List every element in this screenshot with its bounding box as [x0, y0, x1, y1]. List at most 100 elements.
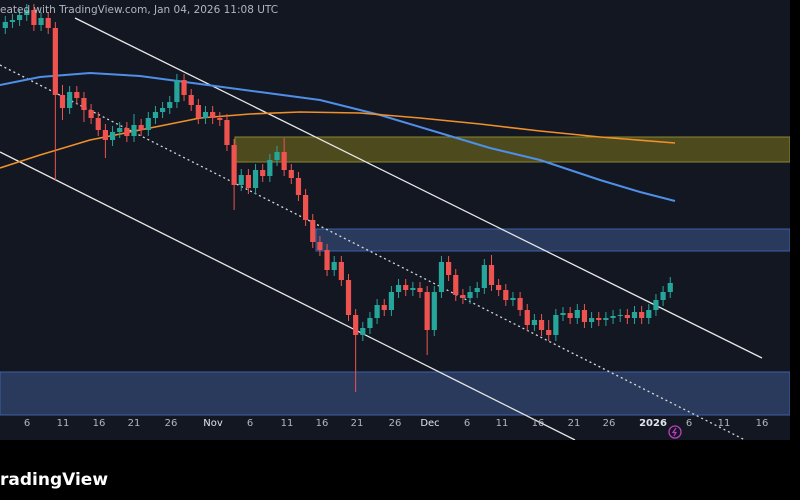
candle-body: [388, 292, 394, 310]
candle-body: [52, 28, 58, 95]
candle-body: [496, 285, 502, 290]
x-axis: 6 11 16 21 26 Nov 6 11 16 21 26 Dec 6 11 16 21 26 2026 6 11…: [24, 418, 769, 429]
candle-body: [274, 152, 280, 160]
candle-body: [95, 118, 101, 130]
event-icon: [668, 425, 682, 439]
candle-body: [38, 18, 44, 25]
channel-mid: [0, 64, 746, 440]
x-tick-label: 21: [351, 418, 364, 429]
candle-body: [81, 98, 87, 110]
candle-body: [660, 292, 666, 300]
candle-body: [395, 285, 402, 292]
candle-body: [667, 283, 673, 292]
candle-body: [238, 175, 244, 185]
candle-body: [367, 318, 373, 328]
x-tick-label: 16: [532, 418, 545, 429]
candle-body: [59, 95, 66, 108]
channel-upper: [74, 17, 763, 359]
candle-body: [453, 275, 459, 295]
candle-body: [538, 320, 545, 330]
candle-body: [510, 298, 516, 300]
x-tick-label: 6: [464, 418, 470, 429]
candle-body: [438, 262, 445, 292]
x-tick-label: 6: [24, 418, 30, 429]
candle-body: [353, 315, 359, 335]
candle-body: [31, 10, 37, 25]
candle-body: [188, 95, 194, 105]
candle-body: [467, 292, 473, 298]
candle-body: [574, 310, 580, 318]
candle-body: [431, 292, 437, 330]
candle-body: [567, 313, 573, 318]
candle-body: [45, 18, 51, 28]
candle-body: [2, 22, 8, 28]
candle-body: [410, 288, 416, 290]
caption: eated with TradingView.com, Jan 04, 2026…: [0, 4, 278, 16]
resistance-zone: [315, 228, 790, 252]
candle-body: [460, 295, 466, 298]
x-tick-label: 16: [316, 418, 329, 429]
x-tick-label: 6: [247, 418, 253, 429]
candle-body: [639, 312, 645, 318]
x-tick-label: 11: [718, 418, 731, 429]
support-zone: [0, 371, 790, 416]
candle-body: [17, 15, 23, 20]
candle-body: [281, 152, 287, 170]
x-tick-label: 26: [603, 418, 616, 429]
candle-body: [252, 170, 259, 188]
candle-body: [360, 328, 366, 335]
candle-body: [117, 128, 123, 132]
candle-body: [267, 160, 273, 176]
candle-body: [631, 312, 638, 318]
candle-body: [624, 315, 630, 318]
candle-body: [531, 320, 537, 325]
drawings: [0, 4, 790, 440]
channel-lower: [0, 151, 576, 440]
candle-body: [167, 102, 173, 108]
x-tick-label: 16: [93, 418, 106, 429]
candle-body: [109, 132, 116, 140]
candle-body: [102, 130, 108, 140]
x-tick-label: 26: [389, 418, 402, 429]
candle-body: [160, 108, 166, 112]
candle-body: [324, 250, 330, 270]
x-tick-label: 6: [686, 418, 692, 429]
candle-body: [295, 178, 302, 195]
candle-body: [546, 330, 552, 335]
candle-body: [560, 313, 566, 315]
candle-body: [488, 265, 495, 285]
candle-body: [603, 318, 609, 320]
candle-body: [174, 80, 180, 102]
candle-body: [317, 242, 323, 250]
candle-body: [88, 110, 94, 118]
candle-body: [617, 315, 623, 316]
candle-body: [653, 300, 659, 310]
x-tick-label: 11: [496, 418, 509, 429]
candle-body: [24, 10, 30, 15]
candle-body: [589, 318, 595, 322]
moving-average-100: [0, 111, 676, 169]
candle-body: [581, 310, 588, 322]
candle-body: [524, 310, 530, 325]
candle-body: [374, 305, 380, 318]
x-tick-label: 21: [568, 418, 581, 429]
candle-body: [481, 265, 487, 288]
candle-body: [403, 285, 409, 290]
candle-body: [553, 315, 559, 335]
plot-area: [0, 0, 790, 440]
event-icon-bolt: [671, 427, 678, 437]
x-tick-label: 11: [57, 418, 70, 429]
candle-body: [181, 80, 187, 95]
candle-body: [138, 125, 144, 130]
candle-body: [288, 170, 294, 178]
candle-body: [224, 120, 230, 145]
candle-body: [145, 118, 151, 130]
candle-body: [446, 262, 452, 275]
candle-body: [210, 112, 216, 118]
candle-body: [67, 92, 73, 108]
supply-zone: [234, 136, 790, 163]
candle-body: [381, 305, 387, 310]
candle-body: [124, 128, 130, 136]
brand: radingView: [0, 470, 108, 490]
